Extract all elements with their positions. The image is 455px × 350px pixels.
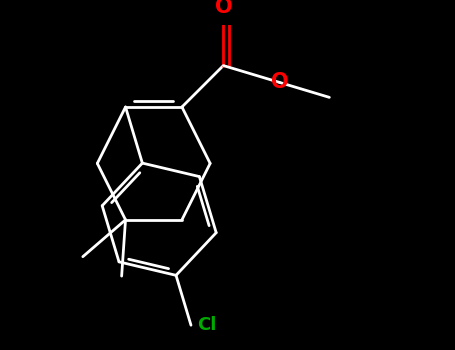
Text: Cl: Cl: [197, 316, 217, 334]
Text: O: O: [215, 0, 232, 17]
Text: O: O: [271, 72, 288, 92]
